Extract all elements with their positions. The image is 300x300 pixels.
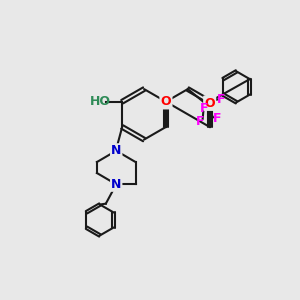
Text: F: F: [200, 102, 208, 115]
Text: HO: HO: [89, 95, 110, 108]
Text: O: O: [160, 95, 171, 108]
Text: F: F: [196, 115, 204, 128]
Text: N: N: [111, 144, 122, 157]
Text: N: N: [111, 178, 122, 191]
Text: F: F: [217, 93, 225, 106]
Text: F: F: [212, 112, 221, 125]
Text: O: O: [204, 97, 215, 110]
